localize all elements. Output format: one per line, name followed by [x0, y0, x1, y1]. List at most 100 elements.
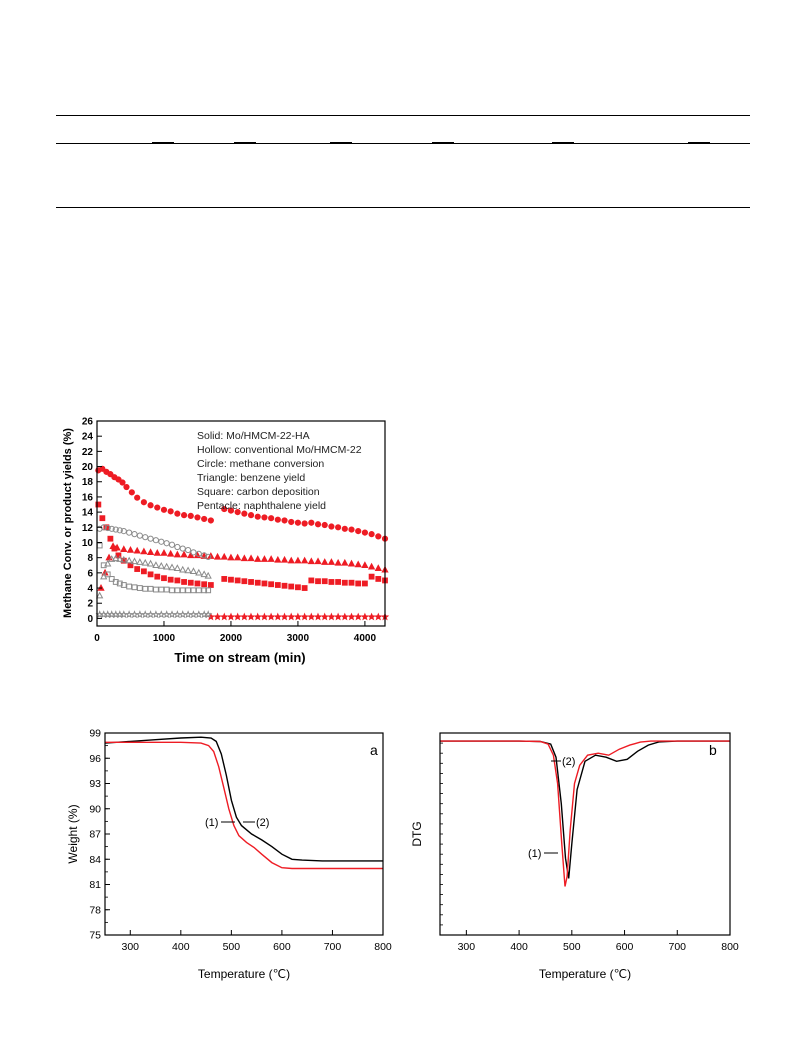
data-point	[140, 499, 147, 506]
data-point	[140, 547, 148, 555]
data-point	[187, 512, 194, 520]
data-point	[120, 555, 128, 563]
data-point	[268, 581, 275, 588]
series-line	[104, 736, 383, 862]
data-point	[173, 610, 182, 619]
data-point	[136, 532, 143, 539]
data-point	[293, 612, 303, 621]
y-tick-label: 2	[87, 599, 93, 610]
data-point	[135, 610, 145, 619]
series-line	[440, 740, 730, 879]
data-point	[205, 587, 212, 594]
data-point	[178, 610, 187, 619]
data-point	[207, 582, 214, 588]
data-point	[180, 550, 188, 558]
data-point	[234, 577, 241, 584]
data-point	[146, 548, 155, 556]
y-tick-label: 93	[89, 778, 101, 790]
data-point	[340, 612, 349, 621]
legend-line: Solid: Mo/HMCM-22-HA	[197, 430, 310, 442]
data-point	[361, 529, 369, 536]
data-point	[126, 546, 135, 553]
data-point	[246, 612, 256, 621]
data-point	[158, 538, 165, 545]
x-tick-label: 500	[223, 941, 241, 953]
data-point	[163, 540, 170, 547]
data-point	[187, 579, 194, 586]
data-point	[108, 525, 115, 532]
data-point	[335, 579, 342, 585]
y-tick-label: 20	[82, 462, 94, 473]
data-point	[124, 610, 134, 619]
panel-label: a	[370, 742, 378, 758]
data-point	[157, 610, 166, 619]
data-point	[247, 512, 255, 519]
y-tick-label: 0	[87, 614, 93, 625]
data-point	[281, 517, 288, 524]
x-tick-label: 300	[122, 941, 140, 953]
data-point	[201, 581, 208, 588]
data-point	[205, 553, 212, 561]
data-point	[136, 585, 143, 591]
y-tick-label: 16	[82, 492, 94, 503]
data-point	[260, 555, 269, 562]
data-point	[116, 555, 124, 562]
data-point	[341, 558, 349, 566]
data-point	[179, 545, 186, 552]
data-point	[201, 515, 208, 523]
data-point	[107, 471, 114, 478]
data-point	[116, 580, 123, 587]
y-tick-label: 24	[82, 432, 94, 443]
data-point	[167, 576, 174, 583]
data-point	[274, 582, 281, 588]
data-point	[254, 555, 262, 562]
data-point	[320, 612, 329, 621]
data-point	[133, 546, 141, 554]
y-axis-title: Methane Conv. or product yields (%)	[62, 428, 74, 618]
data-point	[153, 586, 159, 593]
data-point	[174, 510, 181, 517]
curve-label-2: (2)	[256, 817, 269, 829]
data-point	[169, 587, 175, 594]
x-axis-title: Temperature (℃)	[198, 967, 290, 981]
data-point	[168, 563, 176, 571]
data-point	[327, 558, 336, 565]
data-point	[104, 571, 111, 578]
data-point	[334, 612, 343, 621]
data-point	[134, 494, 141, 501]
data-point	[347, 559, 356, 567]
data-point	[173, 550, 182, 558]
data-point	[233, 612, 242, 621]
data-point	[328, 523, 335, 530]
data-point	[220, 552, 228, 560]
data-point	[95, 501, 102, 508]
plot-frame	[96, 420, 386, 627]
x-tick-label: 800	[721, 941, 739, 953]
x-tick-label: 800	[374, 941, 392, 953]
data-point	[158, 586, 165, 593]
y-tick-label: 84	[89, 854, 101, 866]
data-point	[334, 558, 342, 566]
x-tick-label: 300	[458, 941, 476, 953]
x-axis-title: Time on stream (min)	[174, 650, 305, 665]
data-point	[194, 514, 201, 521]
y-tick-label: 99	[89, 728, 101, 740]
data-point	[227, 507, 235, 514]
data-point	[168, 541, 176, 548]
data-point	[287, 556, 295, 564]
data-point	[126, 583, 133, 590]
data-point	[195, 587, 202, 594]
data-point	[120, 527, 127, 535]
y-axis-title: DTG	[410, 821, 424, 846]
data-point	[360, 612, 370, 621]
data-point	[174, 587, 181, 594]
x-tick-label: 0	[94, 633, 100, 644]
data-point	[267, 612, 276, 621]
data-point	[131, 531, 138, 538]
data-point	[288, 518, 295, 526]
data-point	[240, 612, 249, 621]
data-point	[348, 526, 355, 533]
data-point	[128, 489, 135, 496]
data-point	[362, 580, 368, 587]
